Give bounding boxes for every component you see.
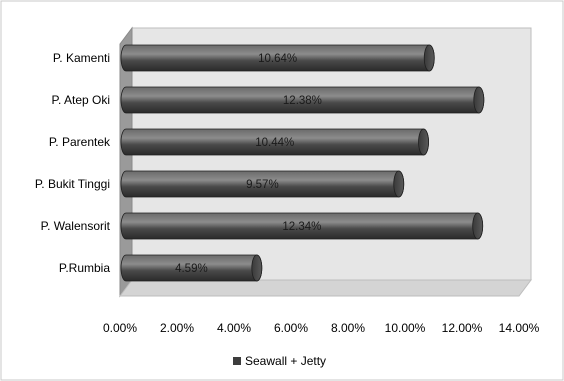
legend-label: Seawall + Jetty	[245, 354, 326, 368]
y-category-label: P. Walensorit	[41, 219, 111, 233]
bar-end-cap	[472, 212, 484, 240]
data-label: 12.38%	[283, 95, 322, 107]
chart-legend: Seawall + Jetty	[233, 354, 326, 368]
floor	[119, 279, 532, 297]
x-tick-label: 10.00%	[385, 321, 426, 335]
y-category-label: P.Rumbia	[59, 261, 110, 275]
y-category-label: P. Kamenti	[53, 51, 110, 65]
y-category-label: P. Atep Oki	[52, 93, 110, 107]
x-tick-label: 8.00%	[331, 321, 365, 335]
data-label: 9.57%	[246, 179, 279, 191]
x-tick-label: 12.00%	[442, 321, 483, 335]
bar-end-cap	[473, 86, 485, 114]
data-label: 12.34%	[282, 221, 321, 233]
chart-marks: P. Kamenti 10.64% P. Atep Oki 12.38% P. Pare…	[35, 44, 485, 282]
bar-end-cap	[423, 44, 435, 72]
data-label: 10.44%	[255, 137, 294, 149]
data-label: 10.64%	[258, 53, 297, 65]
y-category-label: P. Bukit Tinggi	[35, 177, 110, 191]
bar-end-cap	[418, 128, 429, 156]
data-label: 4.59%	[175, 263, 208, 275]
x-tick-label: 14.00%	[499, 321, 540, 335]
x-tick-label: 0.00%	[103, 321, 137, 335]
x-tick-label: 4.00%	[217, 321, 251, 335]
y-category-label: P. Parentek	[49, 135, 111, 149]
x-tick-label: 2.00%	[160, 321, 194, 335]
bar-end-cap	[393, 170, 405, 198]
legend-swatch	[233, 357, 241, 365]
x-tick-label: 6.00%	[274, 321, 308, 335]
bar-end-cap	[251, 254, 263, 282]
